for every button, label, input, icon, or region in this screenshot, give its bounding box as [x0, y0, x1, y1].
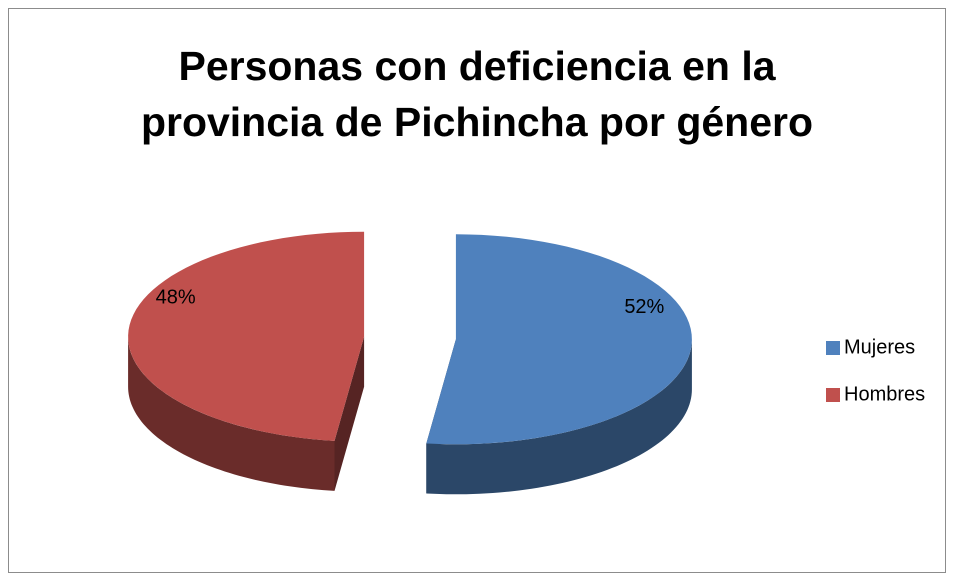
pie-slice-side	[426, 339, 692, 495]
data-label: 52%	[624, 296, 664, 318]
pie-slice	[128, 231, 365, 441]
pie-slice-face	[334, 336, 365, 491]
pie-slice	[426, 234, 692, 445]
chart-title: Personas con deficiencia en la provincia…	[140, 43, 814, 145]
pie-slice-side	[128, 336, 335, 491]
legend-swatch	[826, 341, 840, 355]
data-label: 48%	[156, 286, 196, 308]
legend-swatch	[826, 388, 840, 402]
legend-label: Mujeres	[844, 336, 915, 358]
legend-label: Hombres	[844, 383, 925, 405]
